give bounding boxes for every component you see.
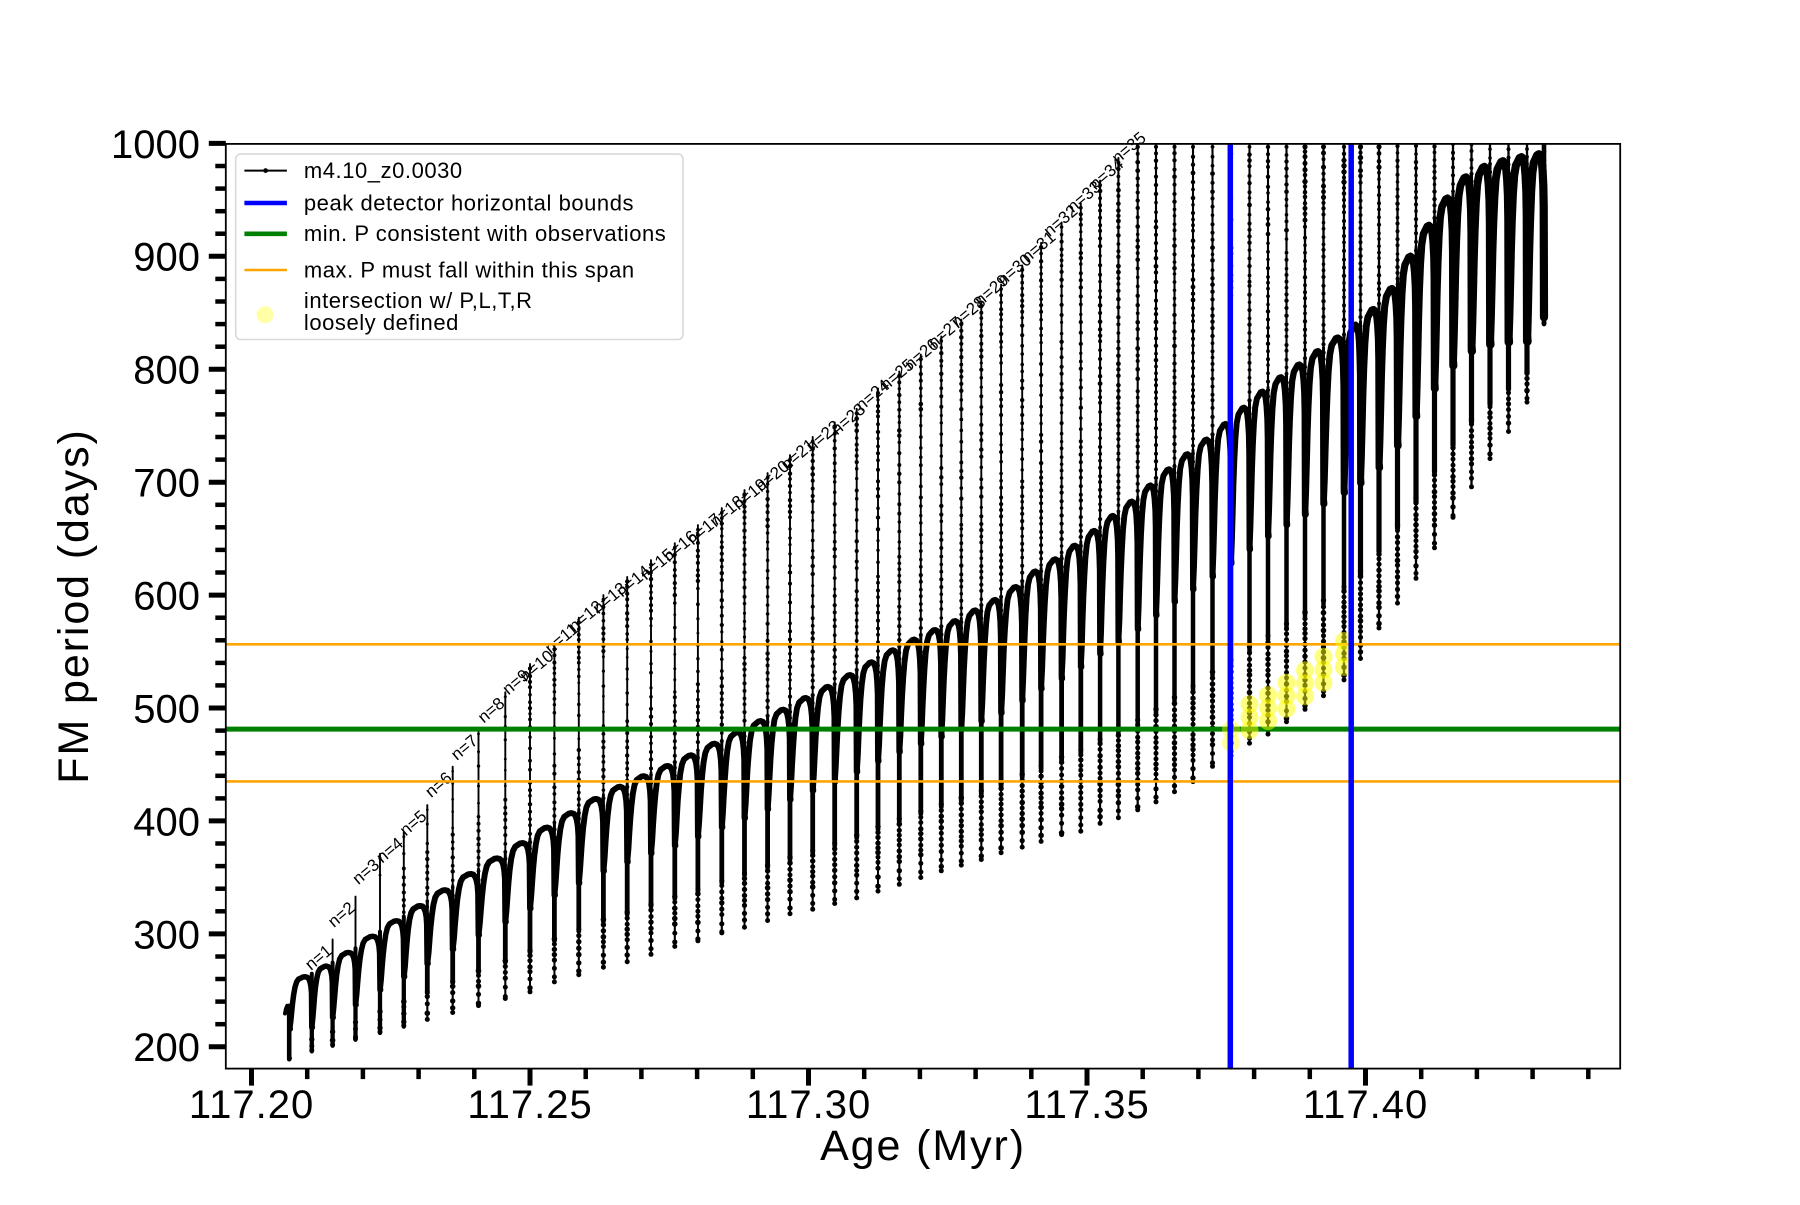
- svg-text:1000: 1000: [111, 123, 200, 167]
- svg-text:loosely defined: loosely defined: [304, 310, 459, 335]
- svg-text:800: 800: [133, 349, 200, 393]
- svg-text:700: 700: [133, 462, 200, 506]
- svg-text:intersection w/ P,L,T,R: intersection w/ P,L,T,R: [304, 288, 533, 313]
- svg-text:117.25: 117.25: [467, 1083, 592, 1127]
- svg-text:300: 300: [133, 913, 200, 957]
- svg-text:m4.10_z0.0030: m4.10_z0.0030: [304, 158, 463, 183]
- svg-text:117.20: 117.20: [189, 1083, 314, 1127]
- svg-text:500: 500: [133, 687, 200, 731]
- svg-text:900: 900: [133, 236, 200, 280]
- svg-text:200: 200: [133, 1026, 200, 1070]
- svg-text:Age (Myr): Age (Myr): [820, 1122, 1026, 1170]
- svg-text:400: 400: [133, 800, 200, 844]
- svg-text:117.40: 117.40: [1303, 1083, 1428, 1127]
- svg-text:min. P consistent with observa: min. P consistent with observations: [304, 221, 666, 246]
- svg-text:peak detector horizontal bound: peak detector horizontal bounds: [304, 190, 634, 215]
- svg-text:117.30: 117.30: [746, 1083, 871, 1127]
- svg-text:600: 600: [133, 575, 200, 619]
- svg-text:FM period (days): FM period (days): [50, 428, 98, 783]
- svg-text:max. P must fall within this s: max. P must fall within this span: [304, 257, 635, 282]
- svg-text:117.35: 117.35: [1024, 1083, 1149, 1127]
